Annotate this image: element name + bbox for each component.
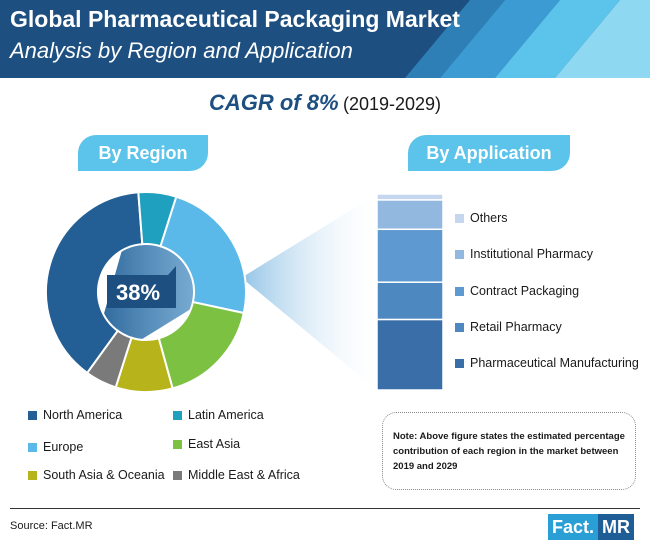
legend-label: Retail Pharmacy	[470, 320, 562, 334]
legend-label: South Asia & Oceania	[43, 468, 165, 482]
legend-swatch	[455, 322, 464, 332]
header-banner: Global Pharmaceutical Packaging Market A…	[0, 0, 650, 78]
page-title: Global Pharmaceutical Packaging Market	[10, 6, 460, 32]
logo-right: MR	[598, 514, 635, 540]
legend-item-east-asia: East Asia	[173, 437, 240, 451]
legend-item-others: Others	[455, 211, 508, 225]
donut-slice-middle-east-and-africa	[85, 329, 133, 389]
tab-by-region-label: By Region	[98, 142, 188, 163]
legend-swatch	[455, 286, 464, 296]
tab-by-application: By Application	[408, 135, 570, 171]
legend-item-pharmaceutical-manufacturing: Pharmaceutical Manufacturing	[455, 356, 639, 370]
legend-label: Contract Packaging	[470, 284, 580, 298]
legend-item-south-asia-and-oceania: South Asia & Oceania	[28, 468, 165, 482]
legend-swatch	[173, 439, 182, 449]
donut-slice-north-america	[45, 191, 144, 375]
legend-label: Others	[470, 211, 508, 225]
legend-swatch	[173, 410, 182, 420]
legend-label: North America	[43, 408, 123, 422]
legend-swatch	[455, 358, 464, 368]
legend-item-europe: Europe	[28, 440, 83, 454]
cagr-years: (2019-2029)	[342, 94, 442, 114]
page-subtitle: Analysis by Region and Application	[10, 38, 353, 63]
legend-swatch	[28, 470, 37, 480]
stack-segment-pharmaceutical-manufacturing	[376, 318, 444, 391]
factmr-logo: Fact. MR	[548, 514, 635, 540]
legend-swatch	[28, 442, 37, 452]
legend-label: East Asia	[188, 437, 241, 451]
note-text: Note: Above figure states the estimated …	[393, 431, 625, 472]
legend-item-latin-america: Latin America	[173, 408, 264, 422]
legend-item-contract-packaging: Contract Packaging	[455, 284, 579, 298]
legend-swatch	[455, 249, 464, 259]
callout-box	[107, 266, 176, 308]
stack-segment-contract-packaging	[376, 228, 444, 283]
footer-divider	[10, 508, 640, 509]
legend-label: Institutional Pharmacy	[470, 247, 593, 261]
stack-segment-retail-pharmacy	[376, 281, 444, 321]
legend-label: Latin America	[188, 408, 264, 422]
legend-swatch	[28, 410, 37, 420]
cagr-line: CAGR of 8% (2019-2029)	[0, 90, 650, 116]
legend-item-retail-pharmacy: Retail Pharmacy	[455, 320, 562, 334]
note-box: Note: Above figure states the estimated …	[382, 412, 636, 490]
legend-item-institutional-pharmacy: Institutional Pharmacy	[455, 247, 593, 261]
legend-swatch	[455, 213, 464, 223]
stack-segment-others	[376, 193, 444, 201]
tab-by-region: By Region	[78, 135, 208, 171]
donut-slice-europe	[159, 195, 247, 315]
source-text: Source: Fact.MR	[10, 520, 93, 532]
legend-label: Middle East & Africa	[188, 468, 300, 482]
legend-label: Europe	[43, 440, 84, 454]
stack-segment-institutional-pharmacy	[376, 199, 444, 231]
legend-item-north-america: North America	[28, 408, 122, 422]
tab-by-application-label: By Application	[426, 142, 552, 163]
header-background	[0, 0, 650, 78]
callout-percent: 38%	[116, 280, 160, 305]
legend-item-middle-east-and-africa: Middle East & Africa	[173, 468, 300, 482]
logo-left: Fact.	[548, 514, 599, 540]
legend-label: Pharmaceutical Manufacturing	[470, 356, 639, 370]
cagr-value: CAGR of 8%	[208, 90, 339, 115]
legend-swatch	[173, 470, 182, 480]
